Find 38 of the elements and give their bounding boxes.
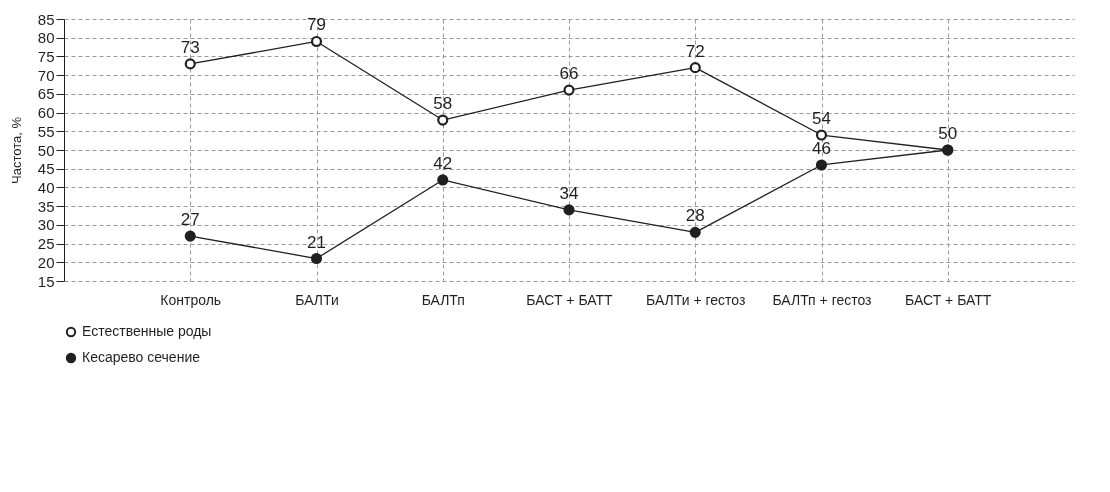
x-tick-label: БАЛТи + гестоз [646, 291, 746, 308]
data-label: 79 [307, 15, 326, 35]
y-tick-label: 60 [37, 104, 55, 122]
y-axis-title: Частота, % [8, 116, 24, 184]
data-label: 54 [812, 109, 831, 129]
x-tick-label: БАЛТи [295, 291, 339, 308]
y-tick-label: 30 [37, 216, 55, 234]
y-tick-label: 75 [37, 47, 55, 65]
data-label: 50 [938, 124, 958, 143]
data-label: 27 [180, 210, 200, 230]
y-tick-label: 50 [37, 141, 55, 159]
x-tick-label: БАСТ + БАТТ [905, 291, 992, 308]
data-label: 34 [559, 183, 579, 203]
data-label: 72 [685, 41, 705, 61]
data-label: 58 [433, 94, 453, 114]
y-tick-label: 20 [37, 253, 55, 271]
data-label: 73 [180, 37, 200, 57]
legend-label: Естественные роды [82, 323, 212, 339]
data-label: 42 [433, 153, 453, 173]
y-tick-label: 40 [37, 178, 55, 196]
data-label: 21 [307, 232, 326, 252]
legend-label: Кесарево сечение [82, 349, 201, 365]
y-tick-label: 25 [37, 235, 55, 253]
x-tick-label: БАЛТп [421, 291, 465, 308]
y-tick-label: 80 [37, 29, 55, 47]
y-tick-label: 65 [37, 85, 55, 103]
y-tick-label: 85 [37, 10, 55, 28]
y-tick-label: 15 [37, 272, 55, 290]
y-tick-label: 35 [37, 197, 55, 215]
y-tick-label: 45 [37, 160, 55, 178]
x-tick-label: БАСТ + БАТТ [526, 291, 614, 308]
data-label: 28 [685, 206, 705, 226]
y-tick-label: 70 [37, 66, 55, 84]
y-tick-label: 55 [37, 122, 55, 140]
x-tick-label: Контроль [160, 291, 222, 308]
data-label: 66 [559, 64, 579, 84]
x-tick-label: БАЛТп + гестоз [772, 291, 872, 308]
data-label: 46 [812, 138, 831, 158]
